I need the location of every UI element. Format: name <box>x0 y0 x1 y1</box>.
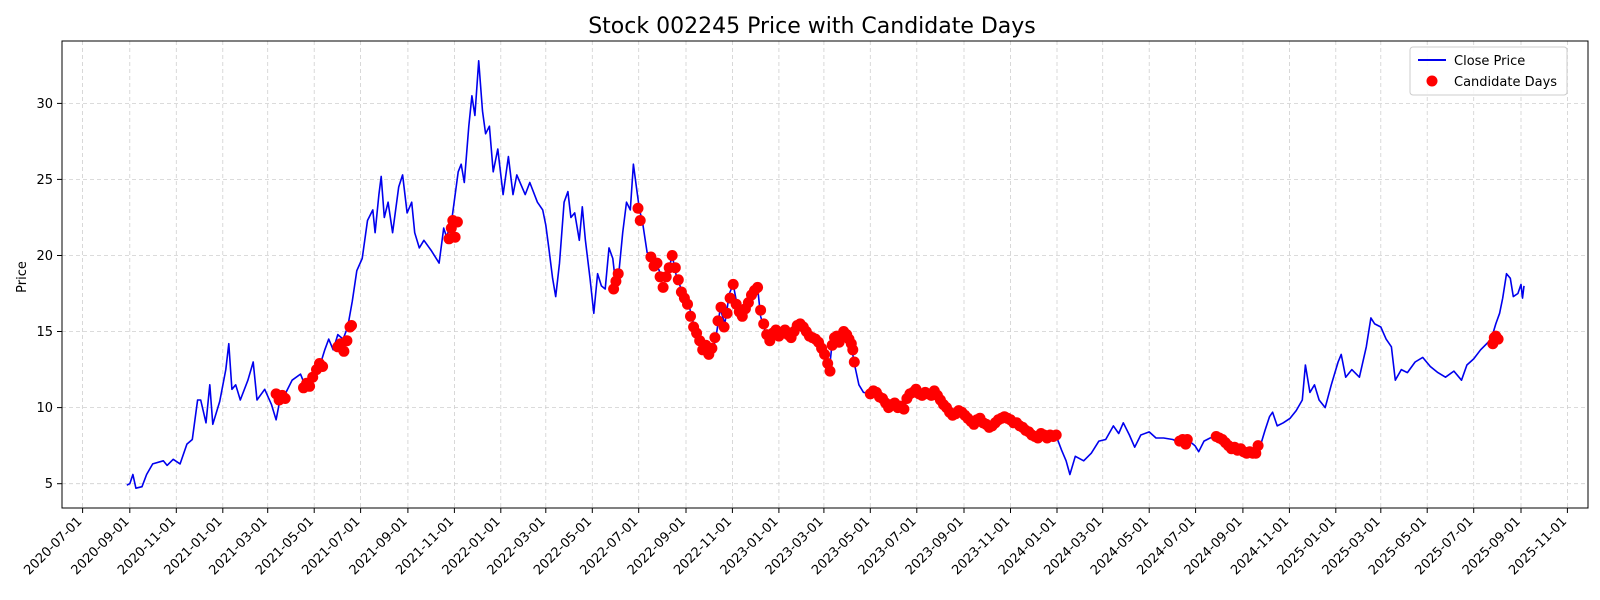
candidate-day-point <box>706 342 718 354</box>
candidate-day-point <box>304 380 316 392</box>
candidate-day-point <box>317 361 329 372</box>
candidate-day-point <box>666 250 678 261</box>
legend-point-swatch <box>1426 75 1438 87</box>
candidate-day-point <box>1492 333 1504 345</box>
candidate-day-point <box>346 320 357 331</box>
candidate-day-point <box>709 332 721 344</box>
candidate-day-point <box>819 348 831 360</box>
y-tick-label: 5 <box>45 477 53 492</box>
candidate-day-point <box>612 268 624 280</box>
candidate-day-point <box>279 393 291 404</box>
candidate-day-point <box>449 231 461 243</box>
candidate-day-point <box>657 281 669 293</box>
candidate-day-point <box>848 356 860 368</box>
candidate-day-point <box>1181 434 1193 445</box>
candidate-day-point <box>682 298 693 310</box>
candidate-day-point <box>669 262 681 274</box>
candidate-day-point <box>1050 429 1062 441</box>
candidate-day-point <box>632 202 644 214</box>
candidate-day-point <box>847 344 859 356</box>
candidate-day-point <box>341 335 353 347</box>
candidate-day-point <box>338 345 350 357</box>
candidate-day-point <box>660 271 672 283</box>
candidate-day-point <box>752 281 764 293</box>
plot-frame <box>61 40 1589 509</box>
y-tick-label: 20 <box>36 249 53 264</box>
legend-label-candidate-days: Candidate Days <box>1454 75 1557 90</box>
legend-label-close-price: Close Price <box>1454 54 1525 69</box>
candidate-day-point <box>718 321 730 333</box>
candidate-day-point <box>651 257 663 269</box>
candidate-day-point <box>898 403 910 415</box>
y-tick-label: 30 <box>36 97 53 112</box>
candidate-day-point <box>634 215 646 226</box>
y-axis-label: Price <box>15 261 30 293</box>
candidate-day-point <box>758 318 770 330</box>
candidate-day-point <box>672 274 684 286</box>
legend-box <box>1409 46 1568 96</box>
chart-title: Stock 002245 Price with Candidate Days <box>588 14 1036 39</box>
candidate-day-point <box>721 307 733 319</box>
candidate-day-point <box>1252 440 1264 452</box>
legend: Close Price Candidate Days <box>1409 46 1568 96</box>
candidate-day-point <box>685 310 696 322</box>
y-tick-label: 10 <box>36 401 53 416</box>
candidate-day-point <box>727 278 739 290</box>
candidate-day-point <box>451 216 463 228</box>
y-tick-label: 15 <box>36 325 53 340</box>
candidate-day-point <box>755 304 767 316</box>
candidate-days-series <box>270 202 1504 459</box>
candidate-day-point <box>824 365 836 377</box>
grid <box>62 41 1588 508</box>
y-tick-label: 25 <box>36 173 53 188</box>
